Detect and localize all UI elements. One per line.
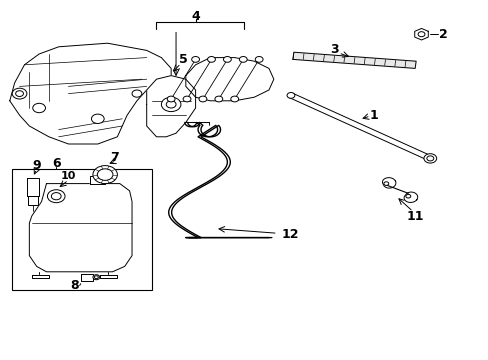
Text: 8: 8 — [70, 279, 79, 292]
Circle shape — [166, 101, 176, 108]
Text: 1: 1 — [369, 109, 378, 122]
Circle shape — [16, 91, 23, 96]
Text: 5: 5 — [179, 53, 187, 66]
Circle shape — [199, 96, 206, 102]
Polygon shape — [185, 58, 273, 101]
Text: 10: 10 — [61, 171, 76, 181]
Text: 4: 4 — [191, 10, 200, 23]
Polygon shape — [382, 177, 395, 188]
Circle shape — [91, 114, 104, 123]
Text: 3: 3 — [330, 43, 339, 56]
Circle shape — [94, 276, 98, 279]
Circle shape — [183, 96, 190, 102]
Circle shape — [12, 88, 27, 99]
Text: 6: 6 — [52, 157, 61, 170]
Circle shape — [255, 57, 263, 62]
Circle shape — [207, 57, 215, 62]
Polygon shape — [81, 274, 93, 281]
Circle shape — [417, 32, 424, 37]
Bar — [12, 169, 151, 290]
Circle shape — [93, 275, 100, 280]
Polygon shape — [29, 184, 132, 272]
Polygon shape — [414, 28, 427, 40]
Polygon shape — [288, 93, 431, 161]
Circle shape — [405, 194, 410, 198]
Polygon shape — [10, 43, 171, 144]
Polygon shape — [90, 176, 105, 184]
Circle shape — [426, 156, 433, 161]
Text: 12: 12 — [281, 228, 298, 240]
Polygon shape — [100, 275, 117, 278]
Circle shape — [51, 193, 61, 200]
Circle shape — [223, 57, 231, 62]
Circle shape — [191, 57, 199, 62]
Circle shape — [383, 182, 388, 185]
Text: 2: 2 — [438, 28, 447, 41]
Circle shape — [423, 154, 436, 163]
Text: 11: 11 — [406, 210, 424, 222]
Polygon shape — [403, 192, 417, 202]
Circle shape — [286, 93, 294, 98]
Circle shape — [97, 169, 113, 180]
Polygon shape — [27, 178, 39, 196]
Circle shape — [132, 90, 142, 97]
Circle shape — [161, 97, 181, 112]
Circle shape — [93, 166, 117, 184]
Text: 9: 9 — [32, 159, 41, 172]
Circle shape — [215, 96, 223, 102]
Text: 7: 7 — [110, 151, 119, 164]
Polygon shape — [146, 76, 195, 137]
Polygon shape — [32, 275, 49, 278]
Polygon shape — [28, 196, 38, 205]
Circle shape — [239, 57, 247, 62]
Circle shape — [47, 190, 65, 203]
Polygon shape — [292, 52, 415, 68]
Circle shape — [230, 96, 238, 102]
Circle shape — [33, 103, 45, 113]
Circle shape — [167, 96, 175, 102]
